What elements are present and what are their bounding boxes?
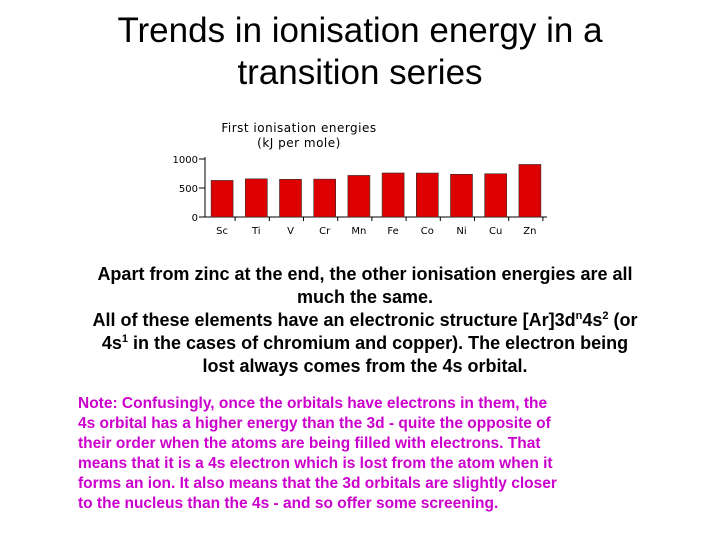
bar: [347, 175, 371, 218]
title-line-2: transition series: [237, 53, 483, 92]
paragraph-line-3-text-a: All of these elements have an electronic…: [92, 310, 576, 330]
paragraph-line-4-text-b: in the cases of chromium and copper). Th…: [128, 333, 629, 353]
y-tick-label: 500: [179, 184, 198, 195]
y-tick-label: 1000: [173, 155, 198, 166]
paragraph-line-4-text-a: 4s: [101, 333, 122, 353]
slide-title: Trends in ionisation energy in a transit…: [0, 10, 720, 94]
x-tick-label: V: [287, 226, 294, 237]
bar: [210, 180, 234, 218]
x-tick-label: Co: [421, 226, 434, 237]
paragraph-line-3-text-c: (or: [608, 310, 638, 330]
bar: [415, 172, 439, 218]
x-tick-label: Cr: [319, 226, 331, 237]
bar: [279, 178, 302, 218]
chart-subtitle: (kJ per mole): [257, 136, 341, 150]
title-line-1: Trends in ionisation energy in a: [117, 11, 603, 50]
superscript-1: 1: [121, 333, 129, 345]
bar: [245, 178, 268, 218]
bar: [381, 172, 405, 218]
ionisation-energy-chart: First ionisation energies(kJ per mole) 10…: [173, 121, 547, 237]
x-tick-label: Cu: [489, 226, 502, 237]
note-paragraph: Note: Confusingly, once the orbitals hav…: [78, 395, 557, 512]
y-tick-label: 0: [192, 213, 198, 224]
x-tick-label: Zn: [523, 226, 536, 237]
bar: [313, 178, 336, 218]
superscript-2: 2: [602, 310, 609, 322]
paragraph-line-2: much the same.: [296, 287, 434, 307]
explanation-paragraph: Apart from zinc at the end, the other io…: [40, 263, 690, 378]
paragraph-line-4: 4s1 in the cases of chromium and copper)…: [40, 332, 690, 355]
x-tick-label: Ni: [456, 226, 466, 237]
paragraph-line-3: All of these elements have an electronic…: [40, 309, 690, 332]
bar: [518, 164, 542, 218]
bar: [450, 173, 473, 218]
paragraph-line-3-text-b: 4s: [582, 310, 603, 330]
x-tick-label: Sc: [216, 226, 228, 237]
x-tick-label: Fe: [387, 226, 398, 237]
chart-title: First ionisation energies: [221, 121, 376, 135]
bar: [484, 173, 508, 218]
x-tick-label: Ti: [251, 226, 261, 237]
paragraph-line-1: Apart from zinc at the end, the other io…: [97, 264, 633, 284]
paragraph-line-5: lost always comes from the 4s orbital.: [202, 356, 528, 376]
superscript-n: n: [575, 310, 583, 322]
x-tick-label: Mn: [351, 226, 366, 237]
